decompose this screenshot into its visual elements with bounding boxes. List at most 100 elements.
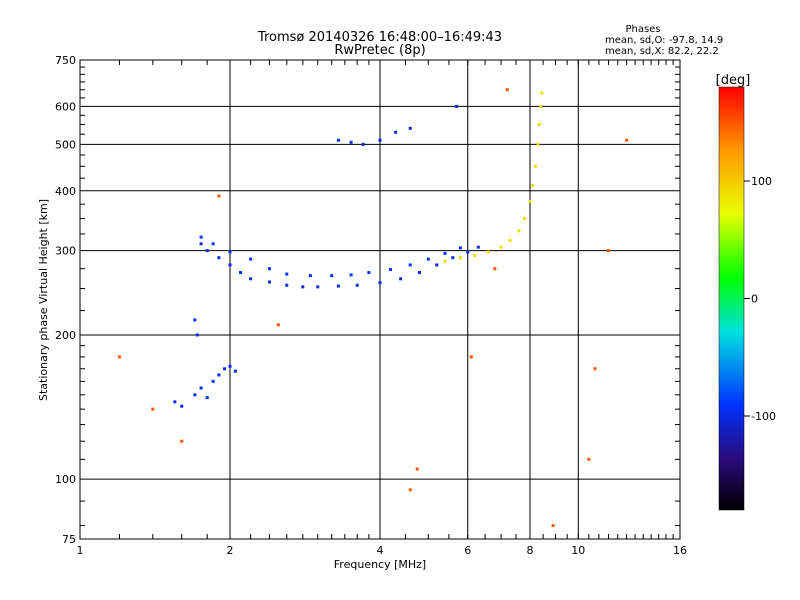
data-point [408, 488, 412, 492]
y-tick-label: 300 [55, 245, 76, 258]
data-points [117, 88, 629, 528]
x-tick-label: 8 [527, 544, 534, 557]
data-point [239, 271, 243, 275]
data-point [378, 138, 382, 142]
data-point [205, 396, 209, 400]
colorbar-ticks: 100 0 -100 [744, 175, 776, 423]
data-point [466, 250, 470, 254]
data-point [536, 142, 540, 146]
data-point [228, 263, 232, 267]
data-point [301, 285, 305, 289]
data-point [458, 246, 462, 250]
data-point [195, 333, 199, 337]
data-point [199, 386, 203, 390]
data-point [308, 274, 312, 278]
data-point [458, 256, 462, 260]
data-point [551, 524, 555, 528]
x-axis-label: Frequency [MHz] [334, 558, 426, 571]
data-point [151, 407, 155, 411]
y-tick-label: 100 [55, 473, 76, 486]
data-point [473, 254, 477, 258]
data-point [199, 235, 203, 239]
data-point [394, 130, 398, 134]
data-point [228, 250, 232, 254]
x-tick-label: 10 [571, 544, 585, 557]
data-point [426, 257, 430, 261]
data-point [505, 88, 509, 92]
data-point [349, 273, 353, 277]
data-point [228, 364, 232, 368]
data-point [408, 263, 412, 267]
data-point [117, 355, 121, 359]
data-point [180, 404, 184, 408]
y-axis-label: Stationary phase Virtual Height [km] [37, 199, 50, 401]
data-point [486, 250, 490, 254]
data-point [517, 229, 521, 233]
x-axis: 1 2 4 6 8 10 16 [77, 60, 687, 557]
data-point [493, 267, 497, 271]
data-point [415, 467, 419, 471]
data-point [451, 256, 455, 260]
colorbar-tick-label: 0 [751, 293, 758, 306]
data-point [233, 369, 237, 373]
data-point [173, 400, 177, 404]
data-point [276, 323, 280, 327]
data-point [349, 140, 353, 144]
y-tick-label: 200 [55, 329, 76, 342]
data-point [476, 245, 480, 249]
data-point [499, 245, 503, 249]
data-point [336, 284, 340, 288]
data-point [408, 126, 412, 130]
x-tick-label: 6 [464, 544, 471, 557]
data-point [336, 138, 340, 142]
data-point [607, 249, 611, 253]
data-point [180, 439, 184, 443]
data-point [223, 367, 227, 371]
y-tick-label: 750 [55, 54, 76, 67]
data-point [211, 242, 215, 246]
data-point [469, 355, 473, 359]
data-point [531, 184, 535, 188]
x-tick-label: 1 [77, 544, 84, 557]
data-point [508, 238, 512, 242]
colorbar [718, 86, 745, 511]
data-point [587, 457, 591, 461]
data-point [217, 373, 221, 377]
data-point [330, 274, 334, 278]
data-point [211, 379, 215, 383]
data-point [435, 263, 439, 267]
data-point [378, 281, 382, 285]
colorbar-label: [deg] [716, 73, 751, 88]
data-point [193, 318, 197, 322]
data-point [285, 272, 289, 276]
data-point [217, 194, 221, 198]
x-tick-label: 16 [673, 544, 687, 557]
data-point [267, 280, 271, 284]
data-point [285, 283, 289, 287]
data-point [267, 267, 271, 271]
grid-lines [80, 60, 680, 539]
data-point [625, 138, 629, 142]
data-point [217, 256, 221, 260]
data-point [523, 217, 527, 221]
data-point [193, 393, 197, 397]
data-point [249, 277, 253, 281]
data-point [367, 271, 371, 275]
x-tick-label: 4 [377, 544, 384, 557]
data-point [417, 271, 421, 275]
y-tick-label: 500 [55, 138, 76, 151]
annotation-heading: Phases [625, 24, 660, 35]
annotation-line1: mean, sd,O: -97.8, 14.9 [605, 35, 723, 46]
data-point [593, 367, 597, 371]
data-point [533, 164, 537, 168]
data-point [540, 91, 544, 95]
y-tick-label: 75 [62, 533, 76, 546]
data-point [399, 277, 403, 281]
colorbar-tick-label: -100 [751, 410, 776, 423]
colorbar-tick-label: 100 [751, 175, 772, 188]
data-point [249, 257, 253, 261]
chart-title: Tromsø 20140326 16:48:00–16:49:43 [257, 30, 502, 45]
data-point [443, 251, 447, 255]
chart-subtitle: RwPretec (8p) [334, 43, 425, 58]
data-point [455, 104, 459, 108]
